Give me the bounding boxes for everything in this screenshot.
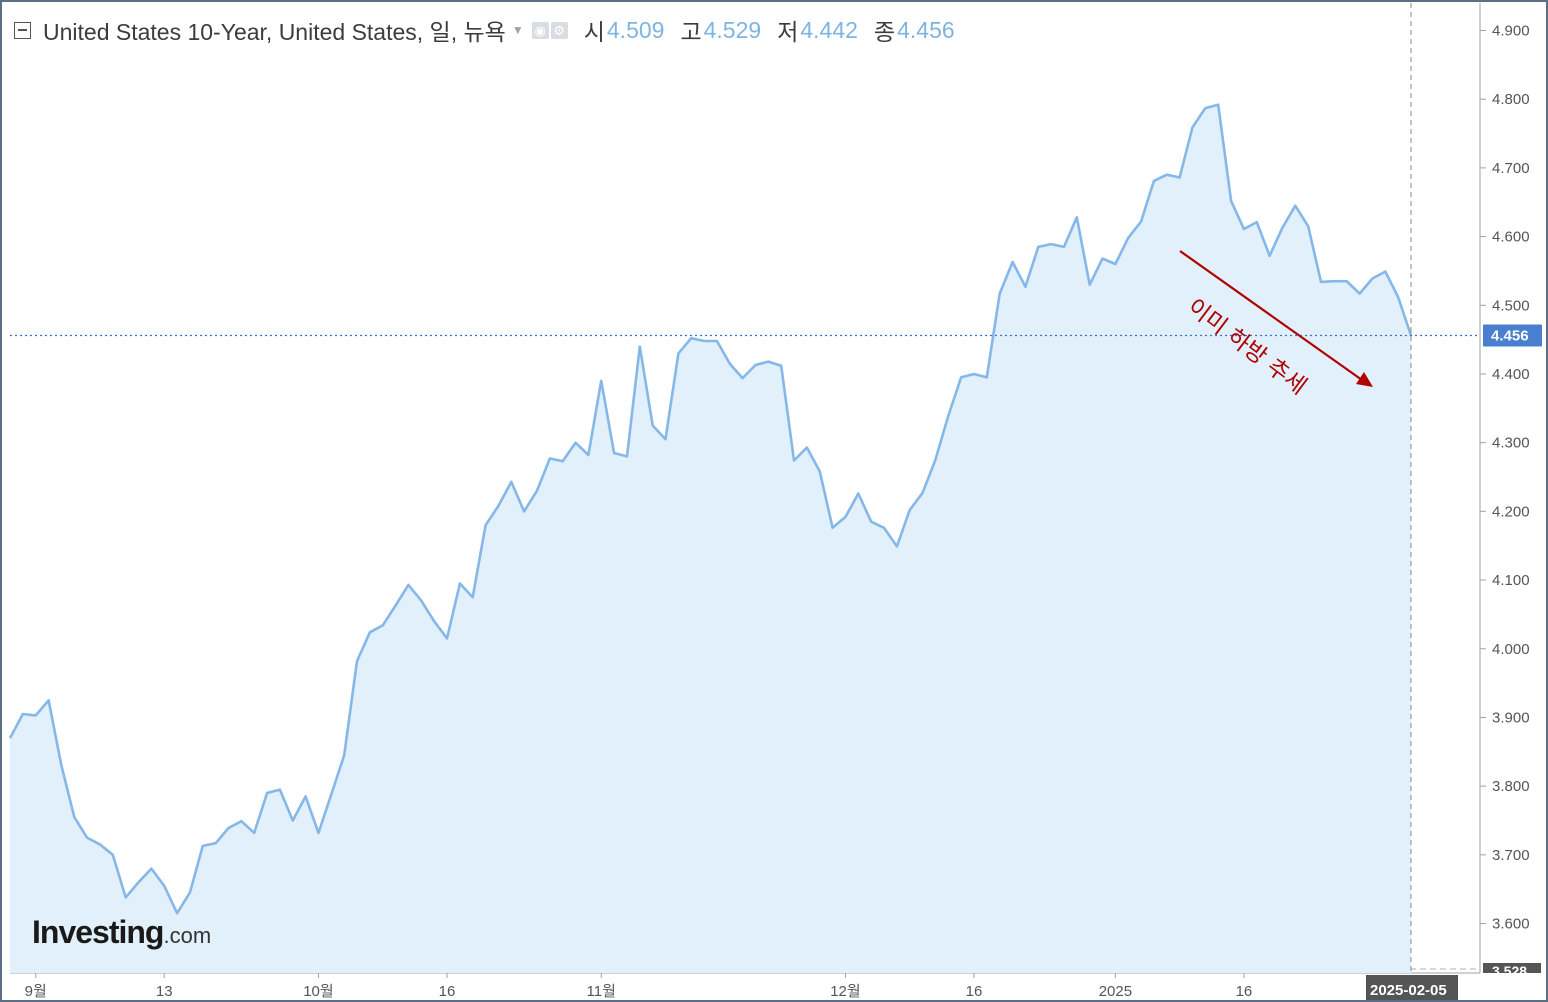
- y-tick-label: 3.900: [1492, 709, 1530, 726]
- x-tick-label: 11월: [587, 983, 616, 1000]
- y-tick-label: 4.900: [1492, 22, 1530, 39]
- y-tick-label: 4.800: [1492, 91, 1530, 108]
- y-cut-label: 3.528: [1492, 963, 1527, 979]
- cursor-date-label: 2025-02-05: [1370, 982, 1447, 999]
- y-tick-label: 3.800: [1492, 778, 1530, 795]
- x-tick-label: 2025: [1099, 983, 1132, 1000]
- chart-header: United States 10-Year, United States, 일,…: [14, 14, 955, 46]
- high-label: 고: [680, 19, 702, 45]
- trend-arrow-line: [1179, 250, 1363, 381]
- y-axis: 3.600 3.700 3.800 3.900 4.000 4.100 4.200 4.300…: [1480, 22, 1530, 933]
- close-value: 4.456: [897, 16, 955, 43]
- x-tick-label: 16: [1236, 983, 1253, 1000]
- cursor-date-box: 2025-02-05: [1366, 975, 1458, 1000]
- open-label: 시: [583, 19, 605, 45]
- y-tick-label: 4.100: [1492, 572, 1530, 589]
- close-label: 종: [873, 19, 896, 45]
- area-fill: [10, 104, 1411, 973]
- brand-suffix: .com: [163, 923, 212, 948]
- x-tick-label: 9월: [25, 983, 47, 1000]
- collapse-icon[interactable]: [14, 21, 31, 39]
- y-cut-label-box: 3.528: [1483, 963, 1541, 979]
- y-tick-label: 3.600: [1492, 916, 1530, 933]
- y-tick-label: 4.500: [1492, 297, 1530, 314]
- y-tick-label: 4.600: [1492, 229, 1530, 246]
- current-price-box: 4.456: [1483, 324, 1542, 347]
- x-tick-label: 10월: [303, 983, 334, 1000]
- investing-logo: Investing.com: [32, 914, 211, 951]
- chart-title: United States 10-Year, United States, 일,…: [43, 19, 506, 45]
- series-line: [8, 103, 1413, 915]
- high-value: 4.529: [703, 16, 762, 43]
- x-tick-label: 16: [966, 983, 983, 1000]
- open-value: 4.509: [606, 16, 665, 43]
- x-axis: 9월 13 10월 16 11월 12월 16 2025 16: [25, 973, 1253, 1000]
- area-layer: [8, 103, 1413, 973]
- chevron-down-icon[interactable]: ▼: [511, 23, 524, 37]
- brand-name: Investing: [32, 914, 164, 950]
- y-tick-label: 4.700: [1492, 160, 1530, 177]
- y-tick-label: 4.200: [1492, 503, 1530, 520]
- trend-arrow-head: [1356, 372, 1373, 387]
- x-tick-label: 16: [439, 983, 456, 1000]
- low-label: 저: [777, 19, 799, 45]
- y-tick-label: 3.700: [1492, 847, 1530, 864]
- low-value: 4.442: [800, 16, 858, 43]
- y-tick-label: 4.000: [1492, 641, 1530, 658]
- y-tick-label: 4.300: [1492, 435, 1530, 452]
- gear-icon[interactable]: ⚙: [550, 21, 568, 39]
- y-tick-label: 4.400: [1492, 366, 1530, 383]
- current-price-label: 4.456: [1491, 327, 1529, 344]
- eye-icon[interactable]: ◉: [531, 21, 549, 39]
- x-tick-label: 12월: [830, 983, 861, 1000]
- x-tick-label: 13: [156, 983, 173, 1000]
